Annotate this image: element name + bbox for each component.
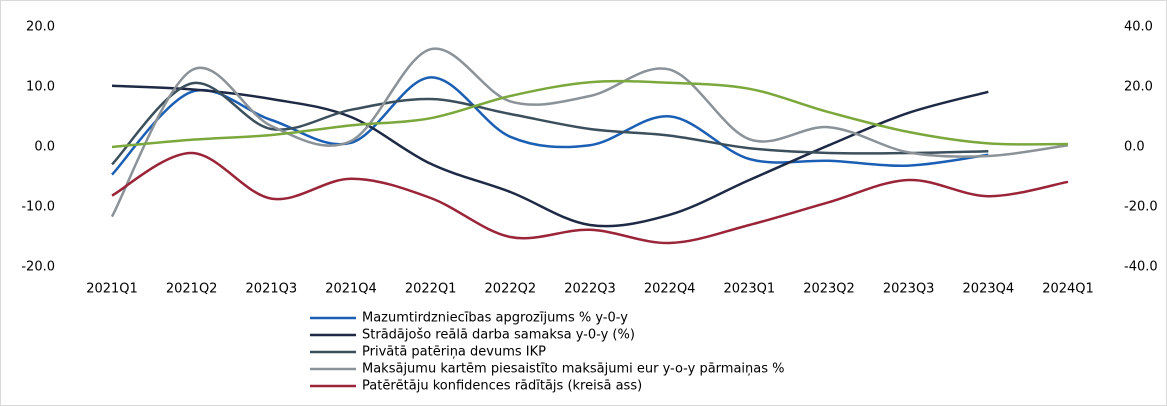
- x-tick-label: 2022Q4: [644, 282, 696, 297]
- series-line: [111, 79, 1069, 149]
- y2-tick-label: -40.0: [1124, 260, 1158, 275]
- x-tick-label: 2021Q1: [86, 282, 138, 297]
- series-line: [110, 47, 1069, 218]
- legend-label: Privātā patēriņa devums IKP: [362, 345, 546, 360]
- x-tick-label: 2022Q3: [564, 282, 616, 297]
- x-tick-label: 2024Q1: [1042, 282, 1094, 297]
- x-tick-label: 2021Q3: [246, 282, 298, 297]
- x-tick-label: 2021Q4: [325, 282, 377, 297]
- legend-label: Patērētāju konfidences rādītājs (kreisā …: [362, 379, 642, 394]
- y-tick-label: 10.0: [26, 80, 55, 95]
- y2-tick-label: 0.0: [1124, 140, 1145, 155]
- y2-tick-label: 40.0: [1124, 20, 1153, 35]
- x-tick-label: 2023Q1: [724, 282, 776, 297]
- x-tick-label: 2022Q2: [485, 282, 537, 297]
- y2-tick-label: -20.0: [1124, 200, 1158, 215]
- series-line: [111, 76, 989, 176]
- legend-label: Mazumtirdzniecības apgrozījums % y-0-y: [362, 311, 628, 326]
- series-line: [111, 84, 989, 228]
- series-line: [111, 81, 989, 166]
- series-line: [111, 151, 1069, 245]
- x-tick-label: 2021Q2: [166, 282, 218, 297]
- legend-label: Strādājošo reālā darba samaksa y-0-y (%): [362, 328, 635, 343]
- x-tick-label: 2023Q4: [963, 282, 1015, 297]
- x-tick-label: 2023Q3: [883, 282, 935, 297]
- y-tick-label: -10.0: [21, 200, 55, 215]
- x-tick-label: 2023Q2: [803, 282, 855, 297]
- y2-tick-label: 20.0: [1124, 80, 1153, 95]
- y-tick-label: 0.0: [34, 140, 55, 155]
- y-tick-label: -20.0: [21, 260, 55, 275]
- legend-label: Maksājumu kartēm piesaistīto maksājumi e…: [362, 362, 785, 377]
- y-tick-label: 20.0: [26, 20, 55, 35]
- x-tick-label: 2022Q1: [405, 282, 457, 297]
